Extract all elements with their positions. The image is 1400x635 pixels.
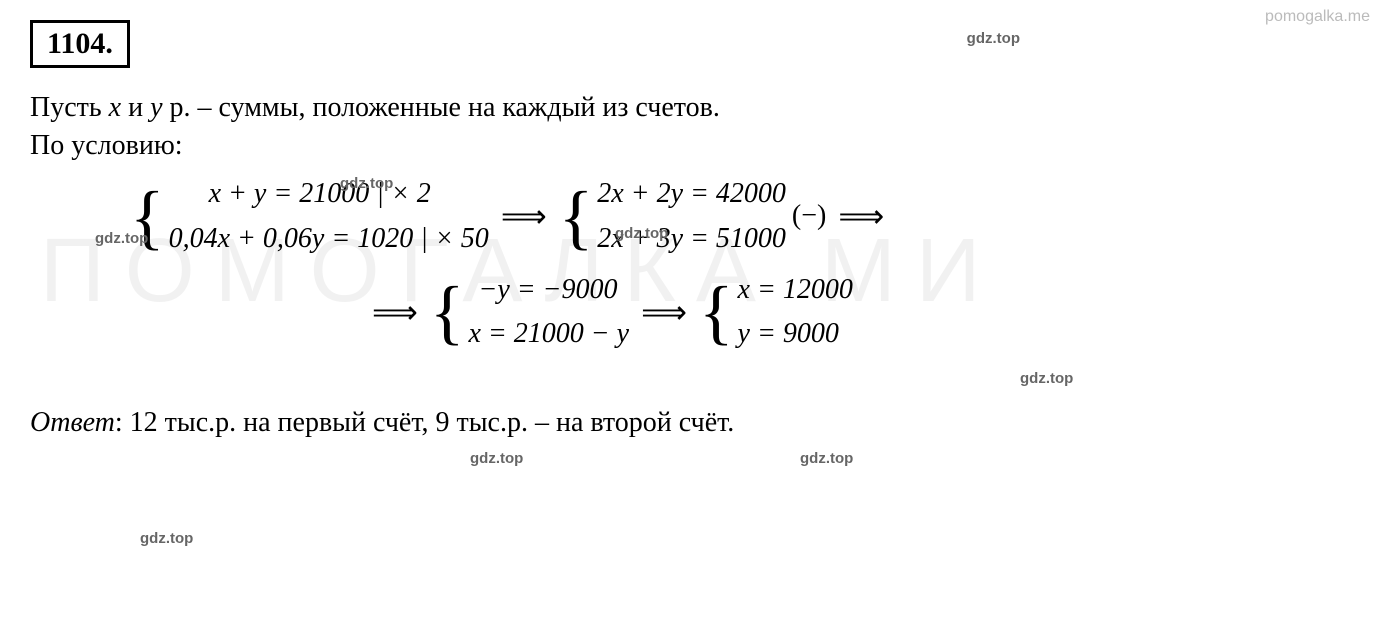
- brace-icon: {: [559, 181, 594, 253]
- minus-label: (−): [792, 194, 826, 239]
- brace-icon: {: [430, 276, 465, 348]
- brace-icon: {: [699, 276, 734, 348]
- arrow-icon: ⟹: [372, 287, 418, 338]
- intro-line-2: По условию:: [30, 130, 1370, 162]
- var-y: y: [150, 92, 162, 123]
- system-2: 2x + 2y = 42000 2x + 3y = 51000: [597, 172, 786, 262]
- site-watermark: pomogalka.me: [1265, 8, 1370, 26]
- gdz-label: gdz.top: [140, 530, 193, 547]
- system-1: x + y = 21000 | × 2 0,04x + 0,06y = 1020…: [169, 172, 489, 262]
- equation: 0,04x + 0,06y = 1020 | × 50: [169, 217, 489, 262]
- problem-number: 1104.: [30, 20, 130, 68]
- answer-text: : 12 тыс.р. на первый счёт, 9 тыс.р. – н…: [115, 407, 734, 438]
- derivation-row-1: { x + y = 21000 | × 2 0,04x + 0,06y = 10…: [130, 172, 1370, 262]
- answer-label: Ответ: [30, 407, 115, 438]
- text: и: [121, 92, 150, 123]
- system-3: −y = −9000 x = 21000 − y: [468, 268, 629, 358]
- math-derivation: { x + y = 21000 | × 2 0,04x + 0,06y = 10…: [130, 172, 1370, 357]
- equation: 2x + 3y = 51000: [597, 217, 786, 262]
- equation: 2x + 2y = 42000: [597, 172, 786, 217]
- equation: x = 12000: [738, 268, 853, 313]
- text: р. – суммы, положенные на каждый из счет…: [163, 92, 720, 123]
- brace-icon: {: [130, 181, 165, 253]
- arrow-icon: ⟹: [838, 191, 884, 242]
- equation: x = 21000 − y: [468, 312, 629, 357]
- gdz-label: gdz.top: [470, 450, 523, 467]
- var-x: x: [109, 92, 121, 123]
- answer-line: Ответ: 12 тыс.р. на первый счёт, 9 тыс.р…: [30, 407, 1370, 439]
- gdz-label: gdz.top: [967, 30, 1020, 47]
- text: Пусть: [30, 92, 109, 123]
- arrow-icon: ⟹: [641, 287, 687, 338]
- arrow-icon: ⟹: [501, 191, 547, 242]
- derivation-row-2: ⟹ { −y = −9000 x = 21000 − y ⟹ { x = 120…: [360, 268, 1370, 358]
- gdz-label: gdz.top: [1020, 370, 1073, 387]
- equation: −y = −9000: [468, 268, 629, 313]
- gdz-label: gdz.top: [800, 450, 853, 467]
- equation: y = 9000: [738, 312, 853, 357]
- intro-line-1: Пусть x и y р. – суммы, положенные на ка…: [30, 92, 1370, 124]
- equation: x + y = 21000 | × 2: [169, 172, 489, 217]
- system-4: x = 12000 y = 9000: [738, 268, 853, 358]
